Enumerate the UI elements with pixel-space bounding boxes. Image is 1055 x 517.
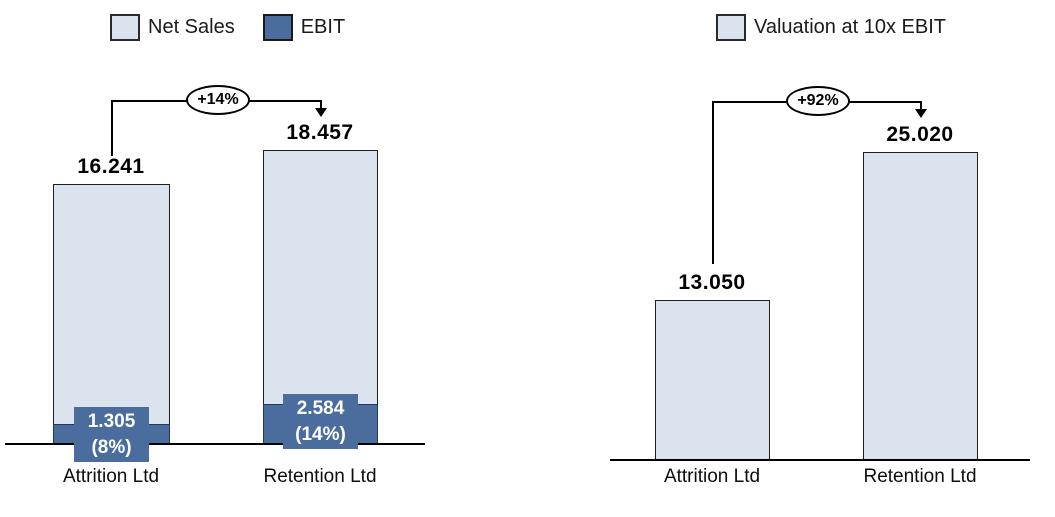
legend-label-net-sales: Net Sales	[148, 15, 235, 38]
category-label-attrition-left: Attrition Ltd	[62, 466, 160, 487]
bar-valuation-attrition	[655, 300, 770, 460]
connector-line-left-vertical-valuation	[712, 101, 714, 264]
legend-swatch-ebit	[262, 13, 293, 41]
legend-label-valuation: Valuation at 10x EBIT	[754, 15, 946, 38]
category-label-attrition-right: Attrition Ltd	[663, 466, 761, 487]
value-label-net-sales-retention: 18.457	[286, 121, 354, 144]
ebit-pct-attrition: (8%)	[91, 437, 132, 458]
x-axis-left-chart	[5, 443, 425, 445]
ebit-callout-attrition: 1.305 (8%)	[74, 407, 149, 462]
connector-line-left-vertical	[111, 100, 113, 156]
legend-net-sales-ebit: Net Sales EBIT	[110, 13, 345, 41]
arrowhead-down-icon	[315, 108, 327, 117]
legend-swatch-valuation	[716, 13, 746, 41]
legend-swatch-net-sales	[110, 13, 140, 41]
x-axis-right-chart	[610, 459, 1030, 461]
connector-line-right-vertical-valuation	[920, 101, 922, 110]
ebit-pct-retention: (14%)	[295, 424, 346, 445]
ebit-value-retention: 2.584	[296, 398, 345, 419]
legend-valuation: Valuation at 10x EBIT	[716, 13, 946, 41]
legend-label-ebit: EBIT	[300, 15, 346, 38]
value-label-valuation-attrition: 13.050	[678, 271, 746, 294]
bar-net-sales-attrition	[53, 184, 170, 444]
bar-net-sales-retention	[263, 150, 378, 444]
category-label-retention-left: Retention Ltd	[263, 466, 377, 487]
growth-label: +14%	[197, 91, 239, 108]
growth-label: +92%	[797, 92, 839, 109]
ebit-callout-retention: 2.584 (14%)	[283, 394, 358, 449]
value-label-valuation-retention: 25.020	[886, 123, 954, 146]
growth-badge-net-sales: +14%	[186, 85, 250, 115]
growth-badge-valuation: +92%	[786, 86, 850, 116]
bar-valuation-retention	[863, 152, 978, 460]
value-label-net-sales-attrition: 16.241	[77, 155, 145, 178]
category-label-retention-right: Retention Ltd	[863, 466, 977, 487]
connector-line-right-vertical	[320, 100, 322, 109]
ebit-value-attrition: 1.305	[87, 411, 136, 432]
arrowhead-down-icon	[915, 109, 927, 118]
